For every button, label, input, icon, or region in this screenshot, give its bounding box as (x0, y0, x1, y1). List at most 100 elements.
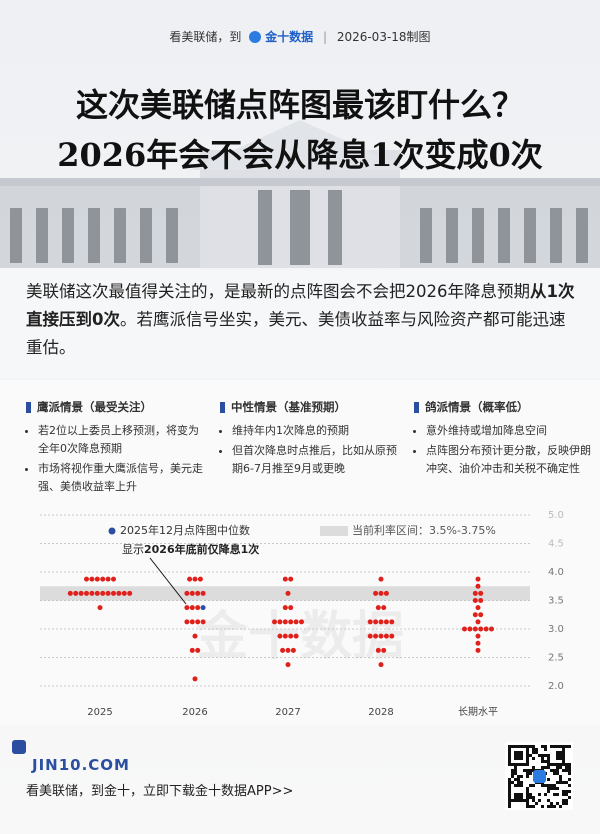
qr-cell (541, 757, 544, 760)
slogan: 看美联储，到金十，立即下载金十数据APP>> (26, 784, 294, 799)
x-tick-label: 2025 (87, 707, 112, 718)
dot (288, 619, 294, 625)
qr-cell (547, 787, 550, 790)
qr-cell (508, 784, 511, 787)
dot (78, 590, 84, 596)
qr-cell (532, 766, 535, 769)
dot (475, 583, 481, 589)
qr-cell (568, 778, 571, 781)
qr-cell (514, 751, 517, 754)
bullet: 若2位以上委员上移预测，将变为全年0次降息预期 (38, 422, 206, 458)
dot (288, 605, 294, 611)
qr-cell (556, 745, 559, 748)
qr-cell (562, 748, 565, 751)
qr-cell (529, 754, 532, 757)
dot (94, 590, 100, 596)
dot (489, 626, 494, 632)
qr-cell (532, 799, 535, 802)
divider: | (322, 30, 327, 44)
legend-label: 2025年12月点阵图中位数 (120, 523, 250, 537)
qr-cell (526, 760, 529, 763)
dot (389, 619, 395, 625)
dot (105, 590, 111, 596)
scenario-title: 鹰派情景（最受关注） (37, 400, 152, 414)
qr-cell (514, 784, 517, 787)
dot (462, 626, 467, 632)
dot (378, 576, 384, 582)
qr-cell (529, 796, 532, 799)
qr-cell (508, 799, 511, 802)
qr-cell (508, 805, 511, 808)
bullet-list: 若2位以上委员上移预测，将变为全年0次降息预期市场将视作重大鹰派信号，美元走强、… (26, 422, 206, 496)
qr-cell (556, 787, 559, 790)
median-dot (200, 605, 206, 611)
dot (367, 619, 373, 625)
qr-cell (556, 757, 559, 760)
qr-cell (550, 763, 553, 766)
qr-cell (544, 784, 547, 787)
qr-cell (508, 793, 511, 796)
y-tick-label: 4.0 (548, 567, 564, 578)
dot (472, 590, 478, 596)
qr-cell (541, 805, 544, 808)
dot (475, 640, 481, 646)
qr-cell (553, 793, 556, 796)
qr-cell (568, 745, 571, 748)
bullet: 但首次降息时点推后，比如从原预期6-7月推至9月或更晚 (232, 442, 400, 478)
dot (299, 619, 304, 625)
scenario-heading: 鸽派情景（概率低） (414, 398, 594, 416)
scenario: 鸽派情景（概率低） 意外维持或增加降息空间点阵图分布预计更分散，反映伊朗冲突、油价… (414, 398, 594, 480)
dot (383, 633, 389, 639)
qr-cell (517, 778, 520, 781)
dot (127, 590, 133, 596)
qr-cell (514, 754, 517, 757)
dot (472, 626, 478, 632)
dot (288, 633, 294, 639)
qr-cell (532, 769, 535, 772)
qr-cell (547, 763, 550, 766)
qr-cell (520, 754, 523, 757)
qr-cell (529, 805, 532, 808)
qr-cell (562, 802, 565, 805)
qr-cell (526, 769, 529, 772)
qr-cell (529, 793, 532, 796)
qr-cell (526, 805, 529, 808)
qr-cell (508, 748, 511, 751)
qr-cell (568, 784, 571, 787)
qr-cell (568, 772, 571, 775)
qr-cell (562, 754, 565, 757)
qr-cell (517, 781, 520, 784)
qr-cell (508, 787, 511, 790)
dot (293, 619, 299, 625)
qr-cell (544, 748, 547, 751)
qr-cell (559, 757, 562, 760)
bullet: 点阵图分布预计更分散，反映伊朗冲突、油价冲击和关税不确定性 (426, 442, 594, 478)
qr-cell (514, 745, 517, 748)
qr-cell (541, 760, 544, 763)
qr-cell (526, 772, 529, 775)
qr-cell (529, 745, 532, 748)
dot (383, 619, 389, 625)
bullet: 维持年内1次降息的预期 (232, 422, 400, 440)
site-icon (12, 740, 26, 754)
dot (89, 576, 95, 582)
qr-cell (535, 748, 538, 751)
dot (277, 633, 283, 639)
y-tick-label: 2.5 (548, 653, 564, 664)
dot (389, 633, 395, 639)
qr-cell (532, 748, 535, 751)
qr-cell (553, 745, 556, 748)
header-lead: 看美联储，到 (169, 30, 242, 44)
title: 2026年会不会从降息1次变成0次 (57, 136, 543, 174)
dot (378, 619, 384, 625)
qr-cell (538, 799, 541, 802)
title: 这次美联储点阵图最该盯什么？ (75, 86, 524, 124)
qr-cell (568, 766, 571, 769)
dot (282, 619, 288, 625)
dot (84, 590, 89, 596)
legend-swatch (108, 527, 116, 535)
dot (192, 676, 198, 682)
qr-cell (532, 784, 535, 787)
intro: 美联储这次最值得关注的，是最新的点阵图会不会把2026年降息预期从1次直接压到0… (26, 278, 578, 362)
